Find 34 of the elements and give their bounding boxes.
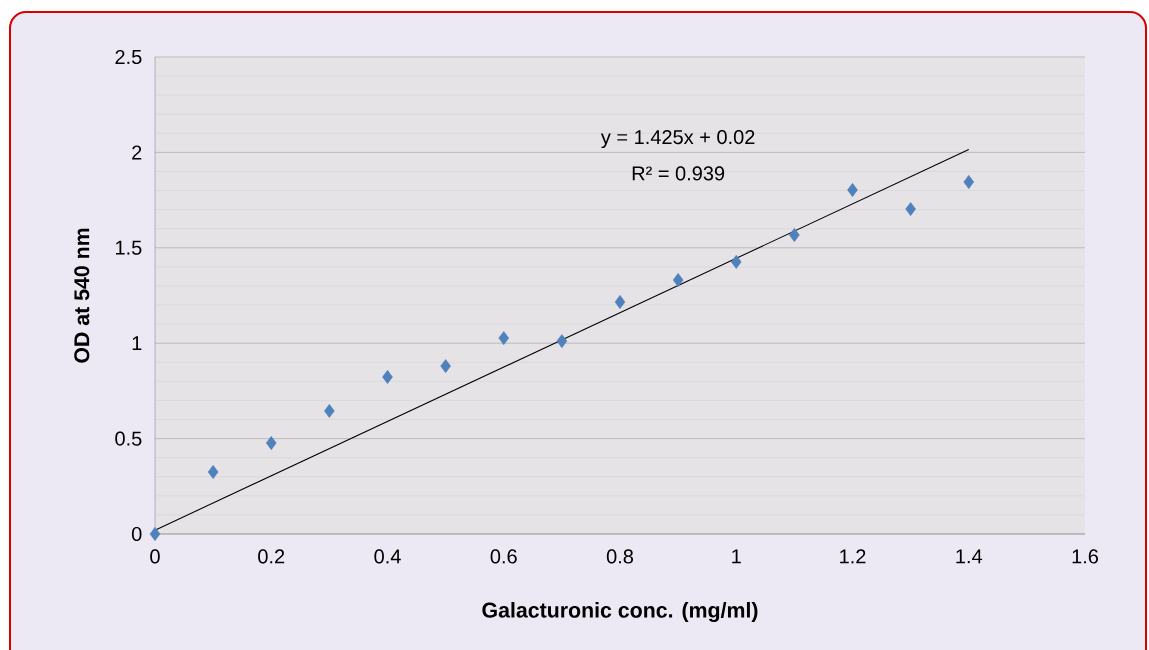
- x-tick-label: 0: [150, 549, 160, 564]
- x-tick-label: 1.4: [956, 549, 983, 564]
- y-axis-title: OD at 540 nm: [74, 228, 90, 363]
- point: [498, 331, 510, 345]
- point: [847, 183, 858, 197]
- x-tick-label: 1: [732, 549, 741, 564]
- point: [905, 202, 916, 216]
- point: [382, 370, 393, 384]
- point: [963, 175, 975, 189]
- annotation: y = 1.425x + 0.02: [600, 129, 755, 149]
- point: [207, 465, 219, 479]
- point: [149, 527, 161, 541]
- x-tick-label: 0.4: [374, 549, 401, 564]
- point: [556, 334, 568, 349]
- point: [789, 228, 800, 242]
- x-tick-label: 1.2: [840, 549, 866, 564]
- point: [672, 273, 684, 287]
- annotation: R² = 0.939: [632, 166, 725, 181]
- point: [614, 295, 626, 309]
- point: [440, 359, 451, 374]
- y-tick-label: 0.5: [115, 431, 142, 446]
- y-tick-label: 1: [132, 336, 142, 351]
- point: [265, 436, 277, 450]
- y-tick-label: 2: [132, 145, 142, 160]
- x-tick-label: 0.8: [606, 549, 634, 564]
- x-tick-label: 0.6: [490, 549, 517, 564]
- y-tick-label: 2.5: [115, 49, 142, 65]
- y-tick-label: 1.5: [116, 240, 142, 255]
- x-tick-label: 1.6: [1072, 549, 1099, 564]
- point: [324, 403, 335, 418]
- x-axis-title: Galacturonic conc. (mg/ml): [482, 602, 758, 622]
- point: [730, 254, 742, 269]
- y-tick-label: 0: [131, 526, 142, 542]
- x-tick-label: 0.2: [258, 549, 285, 564]
